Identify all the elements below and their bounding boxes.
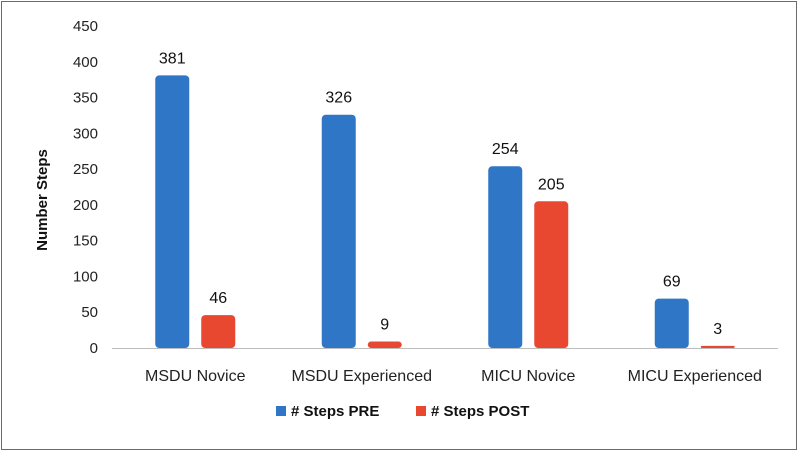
category-label: MSDU Experienced [292,368,433,385]
legend-label: # Steps POST [431,403,529,420]
data-label: 254 [492,141,519,158]
data-label: 3 [713,321,722,338]
y-tick-label: 50 [81,304,98,321]
data-label: 326 [325,90,352,107]
category-label: MICU Novice [481,368,575,385]
data-label: 46 [209,290,227,307]
y-axis-label: Number Steps [34,149,51,251]
bar-post [201,315,236,348]
y-tick-label: 0 [90,340,98,357]
data-label: 381 [159,50,186,67]
data-label: 69 [663,274,681,291]
legend-swatch [416,406,426,416]
bar-pre [488,166,523,348]
bar-post [534,201,569,348]
y-tick-label: 400 [73,54,98,71]
data-label: 205 [538,176,565,193]
category-label: MSDU Novice [145,368,246,385]
data-label: 9 [380,317,389,334]
y-tick-label: 450 [73,18,98,35]
bars [155,75,735,349]
bar-pre [654,298,689,348]
category-labels: MSDU Novice MSDU Experienced MICU Novice MI… [145,368,762,385]
legend-label: # Steps PRE [291,403,379,420]
bar-pre [321,114,356,349]
legend: # Steps PRE # Steps POST [276,403,529,420]
y-tick-label: 300 [73,125,98,142]
y-axis-ticks: 0 50 100 150 200 250 300 350 400 450 [73,18,98,357]
bar-pre [155,75,190,348]
bar-post [367,341,402,348]
bar-post [700,345,735,348]
legend-swatch [276,406,286,416]
y-tick-label: 250 [73,161,98,178]
y-tick-label: 100 [73,268,98,285]
y-tick-label: 350 [73,90,98,107]
y-tick-label: 150 [73,233,98,250]
y-tick-label: 200 [73,197,98,214]
data-labels: 381 46 326 9 254 205 69 3 [159,50,722,337]
category-label: MICU Experienced [628,368,762,385]
